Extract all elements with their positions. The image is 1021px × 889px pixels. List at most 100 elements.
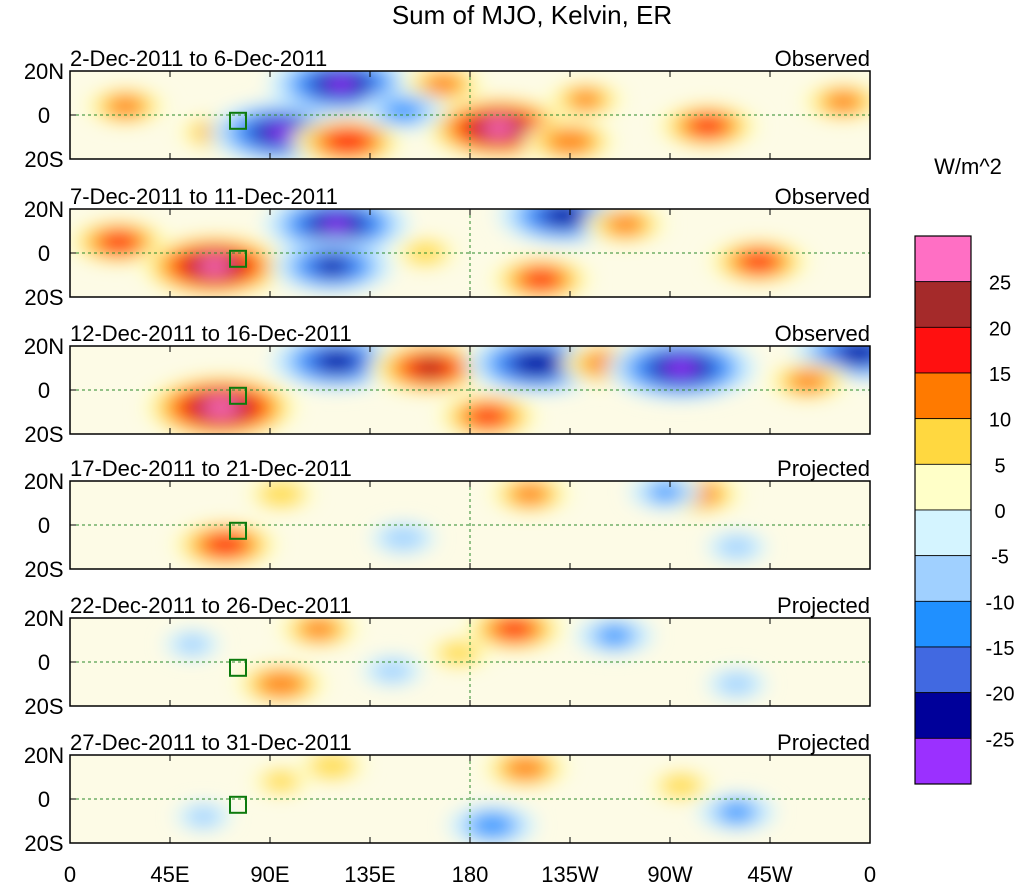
reference-box [229, 521, 247, 540]
colorbar-label: -15 [986, 638, 1015, 660]
field-anomaly [691, 116, 725, 136]
field-anomaly [262, 770, 300, 793]
field-anomaly [524, 269, 558, 290]
colorbar-label: 10 [989, 410, 1011, 432]
field-anomaly [437, 641, 481, 665]
y-tick-label: 0 [38, 650, 50, 675]
field-anomaly [546, 128, 594, 154]
field-anomaly [317, 350, 356, 373]
panel-period: 22-Dec-2011 to 26-Dec-2011 [70, 593, 352, 618]
colorbar-units: W/m^2 [934, 154, 1002, 179]
panel-1: 20N 0 20S 2-Dec-2011 to 6-Dec-2011 Observed [24, 46, 871, 172]
y-tick-label: 20N [24, 469, 64, 494]
field-anomaly [308, 755, 356, 779]
field-anomaly [569, 89, 602, 110]
field-anomaly [257, 481, 305, 507]
x-tick-label: 45E [150, 862, 189, 887]
panels: 20N 0 20S 2-Dec-2011 to 6-Dec-2011 Observed 2… [24, 46, 871, 856]
field-anomaly [206, 534, 245, 556]
field-anomaly [416, 359, 444, 377]
field-anomaly [511, 483, 549, 506]
colorbar-swatch [914, 326, 972, 374]
field-anomaly [717, 673, 756, 695]
x-tick-label: 0 [864, 862, 876, 887]
reference-box [229, 795, 247, 814]
field-anomaly [651, 483, 680, 501]
y-tick-label: 20N [24, 743, 64, 768]
field-anomaly [659, 774, 703, 798]
field-anomaly [606, 213, 645, 236]
field-anomaly [373, 660, 412, 682]
y-tick-label: 20N [24, 334, 64, 359]
colorbar-swatch [914, 463, 972, 511]
field-layer [174, 755, 778, 843]
field-layer [163, 618, 768, 706]
field-layer [142, 346, 870, 434]
panel-period: 2-Dec-2011 to 6-Dec-2011 [70, 46, 327, 71]
y-tick-label: 20S [24, 422, 63, 447]
colorbar-label: -25 [986, 729, 1015, 751]
field-anomaly [384, 99, 423, 122]
y-tick-label: 0 [38, 787, 50, 812]
colorbar-swatch [914, 418, 972, 465]
field-anomaly [198, 256, 231, 277]
y-tick-label: 20S [24, 147, 63, 172]
field-anomaly [824, 91, 863, 113]
panel-status: Projected [777, 593, 870, 618]
panel-period: 7-Dec-2011 to 11-Dec-2011 [70, 184, 338, 209]
colorbar-label: 0 [994, 501, 1005, 523]
y-tick-label: 20S [24, 694, 63, 719]
y-tick-label: 0 [38, 103, 50, 128]
x-tick-label: 0 [64, 862, 76, 887]
x-tick-label: 135E [344, 862, 395, 887]
y-tick-label: 20N [24, 197, 64, 222]
colorbar-swatch [914, 600, 972, 648]
field-anomaly [471, 813, 514, 838]
field-layer [170, 481, 768, 569]
x-tick-label: 180 [452, 862, 489, 887]
x-tick-label: 90W [647, 862, 692, 887]
field-anomaly [202, 396, 240, 419]
field-anomaly [742, 251, 776, 272]
panel-3: 20N 0 20S 12-Dec-2011 to 16-Dec-2011 Observe… [24, 321, 871, 447]
panel-2: 20N 0 20S 7-Dec-2011 to 11-Dec-2011 Observed [24, 184, 871, 310]
panel-period: 27-Dec-2011 to 31-Dec-2011 [70, 730, 352, 755]
x-tick-label: 135W [541, 862, 599, 887]
field-anomaly [102, 232, 136, 252]
y-tick-label: 0 [38, 513, 50, 538]
field-anomaly [257, 671, 305, 697]
colorbar-label: 20 [989, 318, 1011, 340]
field-anomaly [498, 619, 531, 639]
field-anomaly [322, 215, 351, 234]
panel-status: Observed [775, 46, 870, 71]
field-layer [70, 209, 812, 297]
field-anomaly [106, 95, 145, 117]
colorbar-label: -5 [991, 547, 1009, 569]
colorbar-label: 15 [989, 364, 1011, 386]
field-blobs [174, 755, 778, 843]
colorbar-swatch [914, 737, 972, 785]
reference-box [229, 111, 247, 130]
field-anomaly [267, 123, 296, 142]
field-anomaly [717, 536, 756, 558]
panel-status: Projected [777, 730, 870, 755]
colorbar-swatch [914, 646, 972, 694]
field-blobs [142, 346, 870, 434]
colorbar-swatch [914, 372, 972, 420]
x-axis: 0 45E 90E 135E 180 135W 90W 45W 0 [64, 862, 876, 887]
colorbar-swatch [914, 281, 972, 328]
field-anomaly [300, 618, 338, 640]
colorbar-swatch [914, 509, 972, 557]
field-blobs [70, 209, 812, 297]
y-tick-label: 20S [24, 557, 63, 582]
x-tick-label: 90E [250, 862, 289, 887]
field-anomaly [327, 75, 356, 94]
field-blobs [163, 618, 768, 706]
y-tick-label: 20S [24, 285, 63, 310]
field-anomaly [513, 351, 561, 377]
field-anomaly [788, 370, 827, 393]
field-anomaly [424, 73, 463, 95]
colorbar-frame [914, 235, 972, 785]
field-anomaly [186, 806, 220, 827]
field-anomaly [544, 209, 583, 227]
